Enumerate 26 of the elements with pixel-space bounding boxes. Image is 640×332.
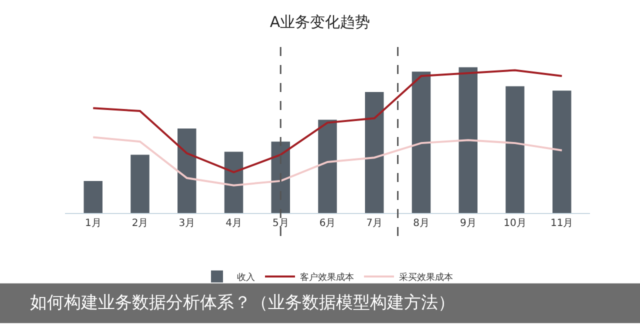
x-tick-label: 5月 — [272, 218, 289, 229]
x-tick-label: 2月 — [132, 218, 148, 229]
legend-label: 采买效果成本 — [399, 272, 453, 283]
bar — [84, 180, 102, 213]
bar — [365, 92, 384, 213]
bar — [224, 152, 244, 213]
x-tick-label: 6月 — [319, 218, 336, 229]
bar — [412, 72, 431, 213]
bar — [552, 90, 572, 213]
bar — [130, 154, 150, 213]
bar — [178, 128, 196, 213]
text: 如何构建业务数据分析体系？（业务数据模型构建方法） — [30, 293, 455, 313]
x-tick-label: 8月 — [413, 218, 430, 229]
x-tick-label: 10月 — [504, 218, 526, 229]
x-tick-label: 7月 — [366, 218, 383, 229]
x-tick-label: 1月 — [84, 218, 102, 229]
bar — [458, 67, 478, 213]
x-tick-label: 11月 — [550, 218, 574, 229]
x-tick-label: 9月 — [460, 218, 476, 229]
x-tick-label: 3月 — [178, 218, 196, 229]
bar — [318, 120, 337, 213]
legend-label: 客户效果成本 — [300, 272, 354, 283]
x-tick-label: 4月 — [226, 218, 242, 229]
legend-label: 收入 — [237, 272, 255, 283]
bar — [506, 86, 524, 213]
chart-title: A业务变化趋势 — [270, 13, 370, 32]
